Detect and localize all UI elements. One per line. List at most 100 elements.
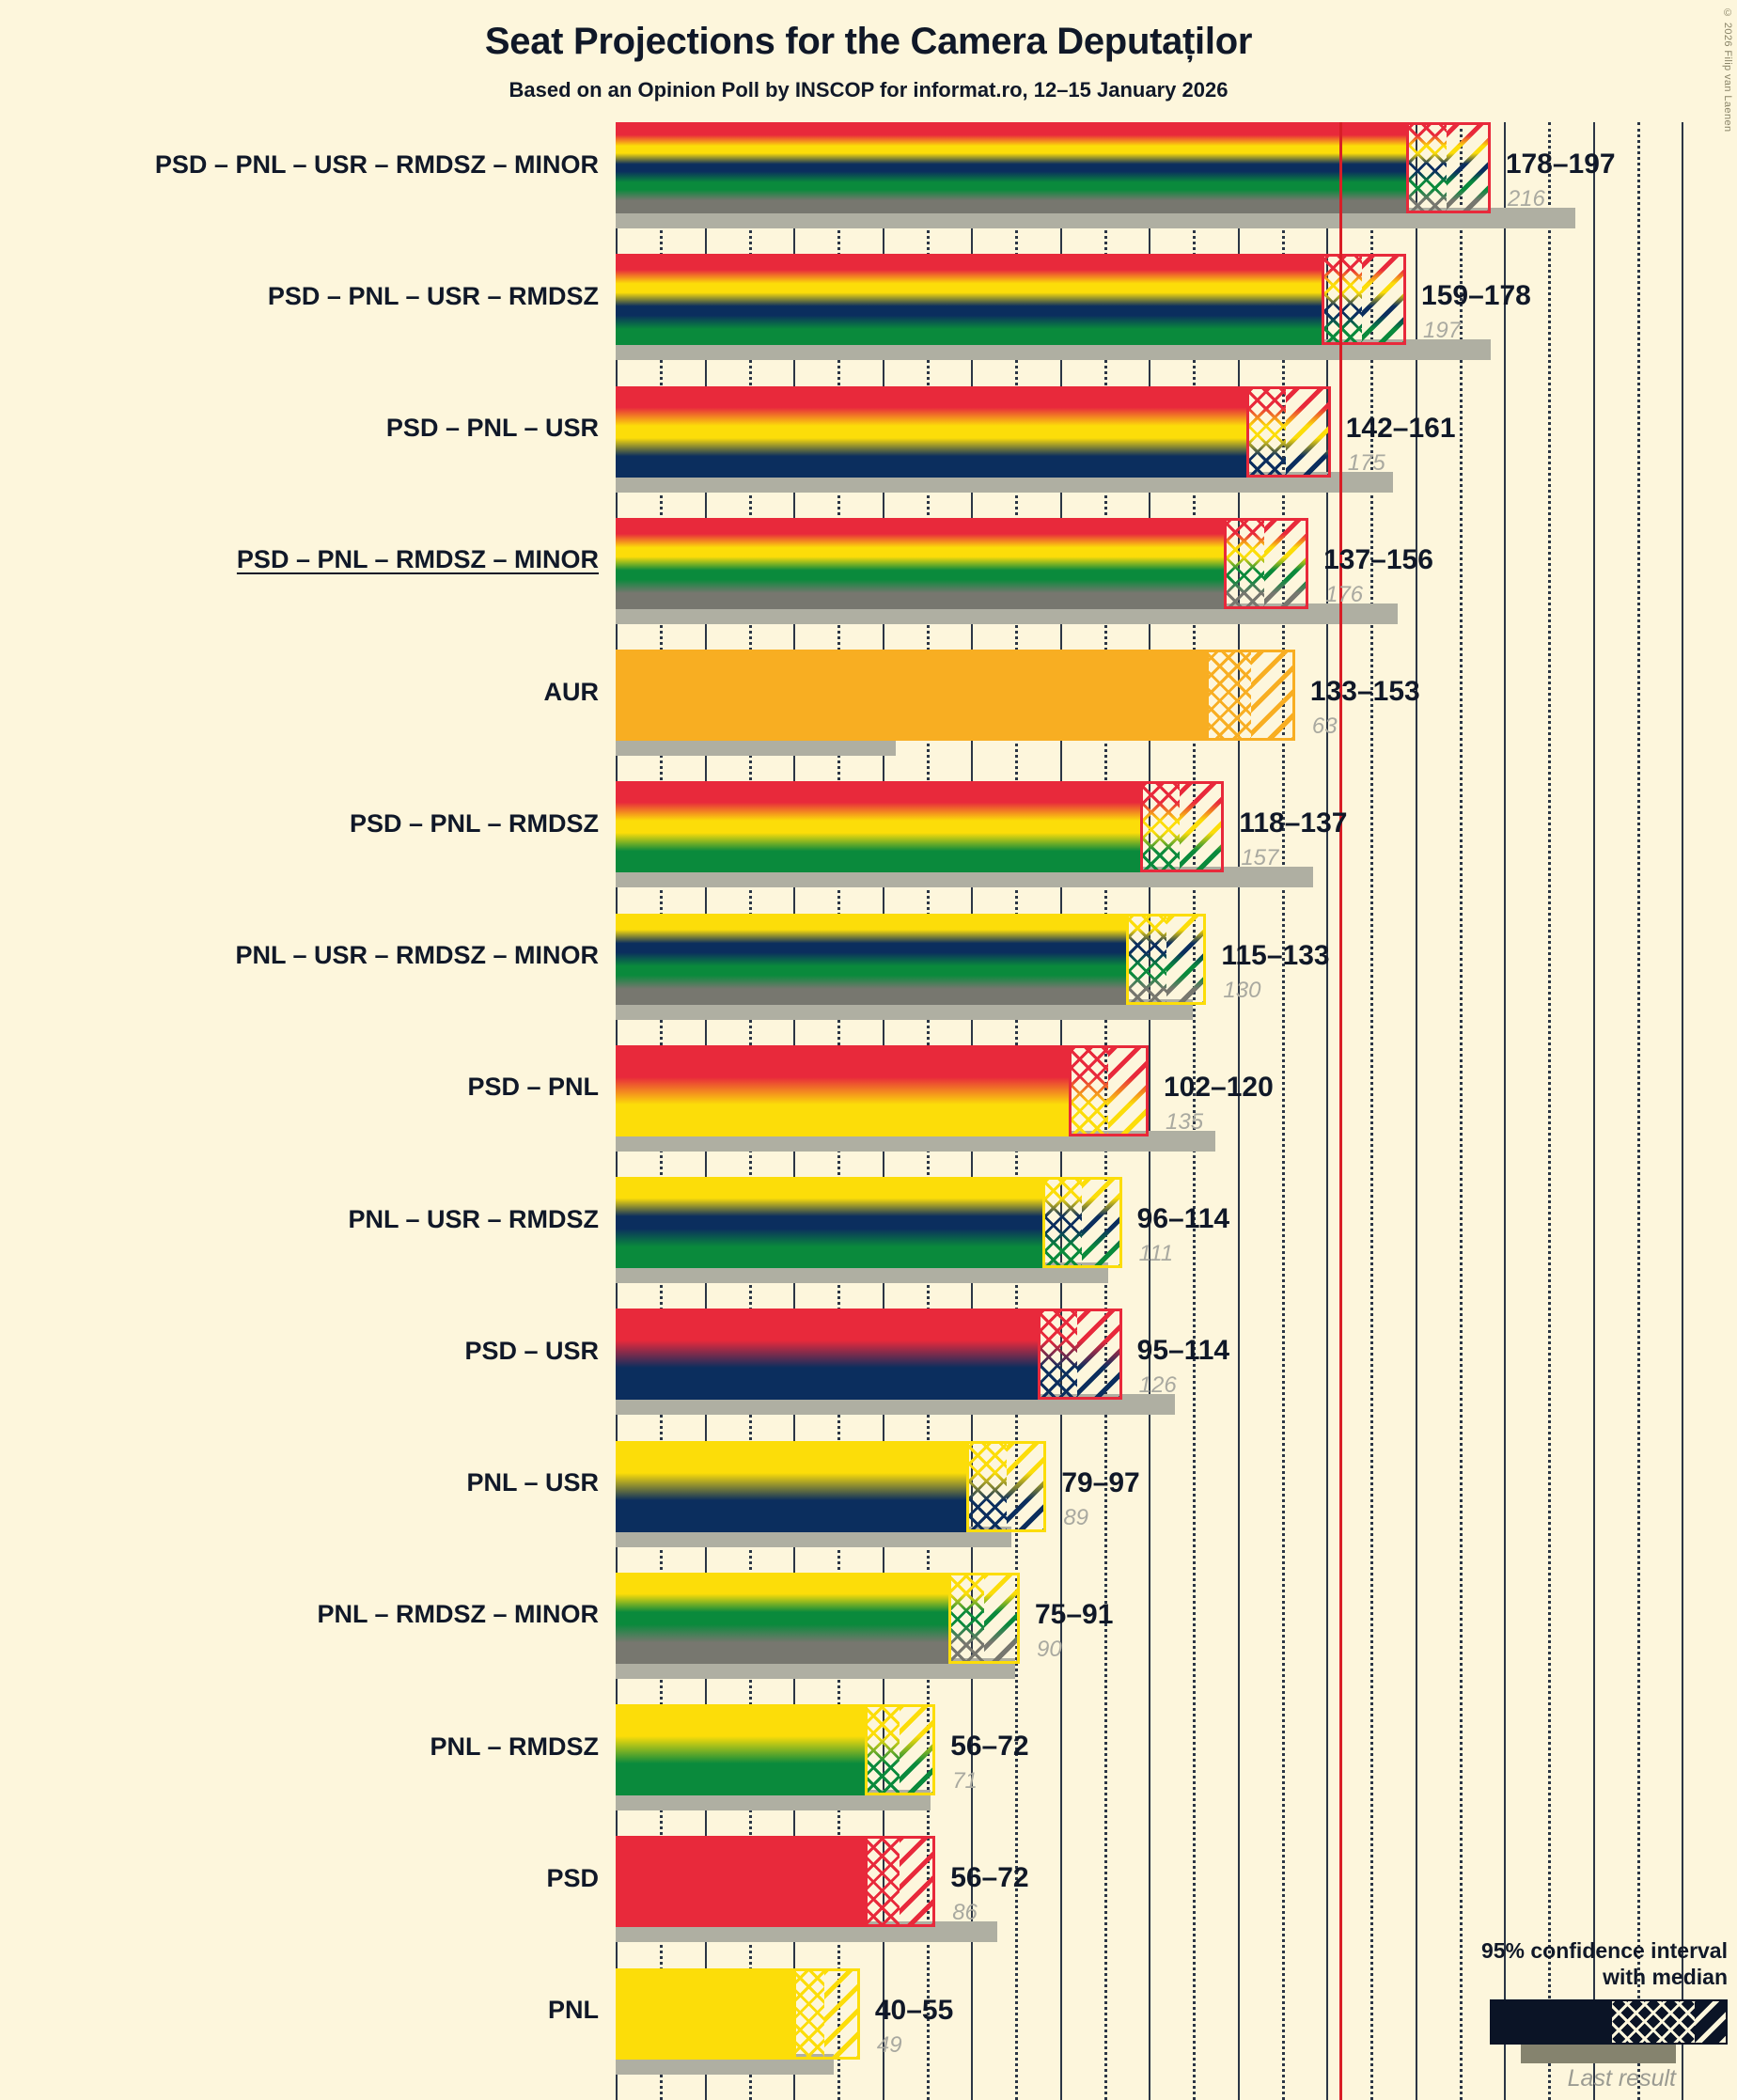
- legend-last-result-label: Last result: [1567, 2065, 1676, 2092]
- row-label: PNL – RMDSZ: [430, 1732, 599, 1761]
- chart-legend: 95% confidence interval with median Last…: [1370, 1937, 1728, 2092]
- projection-bar[interactable]: [616, 650, 1295, 742]
- bar-solid-fill: [616, 781, 1140, 873]
- gridline-140: [1237, 122, 1240, 2100]
- bar-median-crosshatch: [1126, 913, 1166, 1005]
- bar-solid-fill: [616, 1440, 967, 1532]
- range-label: 159–178: [1421, 280, 1531, 312]
- projection-bar[interactable]: [616, 1836, 936, 1928]
- gridline-150: [1281, 122, 1285, 2100]
- bar-upper-diagonal-hatch: [1006, 1440, 1047, 1532]
- range-label: 115–133: [1221, 939, 1330, 971]
- last-result-label: 126: [1138, 1372, 1177, 1399]
- last-result-label: 111: [1138, 1241, 1174, 1267]
- row-label: PSD – PNL – RMDSZ: [349, 808, 599, 838]
- copyright-notice: © 2026 Filip van Laenen: [1722, 8, 1733, 133]
- projection-bar[interactable]: [616, 781, 1225, 873]
- legend-upper-hatch: [1695, 2001, 1726, 2043]
- legend-ci-bar: [1490, 1999, 1728, 2045]
- bar-solid-fill: [616, 1044, 1069, 1136]
- range-label: 96–114: [1136, 1203, 1230, 1235]
- bar-upper-diagonal-hatch: [984, 1572, 1020, 1664]
- projection-bar[interactable]: [616, 122, 1491, 213]
- gridline-170: [1370, 122, 1374, 2100]
- bar-solid-fill: [616, 385, 1246, 478]
- page-title: Seat Projections for the Camera Deputați…: [484, 21, 1253, 62]
- projection-bar[interactable]: [616, 1440, 1047, 1532]
- gridline-130: [1193, 122, 1197, 2100]
- projection-bar[interactable]: [616, 1967, 860, 2060]
- bar-upper-diagonal-hatch: [824, 1967, 860, 2060]
- last-result-label: 176: [1325, 581, 1364, 607]
- chart-subtitle: Based on an Opinion Poll by INSCOP for i…: [509, 78, 1228, 102]
- row-label: PNL – USR: [466, 1468, 599, 1497]
- range-label: 95–114: [1136, 1335, 1230, 1367]
- bar-upper-diagonal-hatch: [1263, 517, 1309, 609]
- projection-bar[interactable]: [616, 254, 1407, 346]
- projection-bar[interactable]: [616, 1309, 1122, 1401]
- row-label: PNL – USR – RMDSZ – MINOR: [235, 941, 599, 970]
- projection-bar[interactable]: [616, 1177, 1122, 1269]
- bar-solid-fill: [616, 650, 1207, 742]
- row-label: PNL – RMDSZ – MINOR: [317, 1600, 599, 1629]
- row-label: PSD: [546, 1863, 599, 1892]
- bar-median-crosshatch: [1406, 122, 1447, 213]
- legend-ci-line1: 95% confidence interval: [1480, 1937, 1728, 1963]
- bar-solid-fill: [616, 1836, 865, 1928]
- bar-solid-fill: [616, 1572, 949, 1664]
- bar-median-crosshatch: [864, 1836, 900, 1928]
- range-label: 40–55: [874, 1994, 954, 2026]
- last-result-label: 71: [952, 1768, 978, 1794]
- bar-upper-diagonal-hatch: [1166, 913, 1207, 1005]
- row-label: PSD – PNL – USR – RMDSZ – MINOR: [154, 149, 599, 179]
- bar-upper-diagonal-hatch: [1108, 1044, 1149, 1136]
- bar-solid-fill: [616, 1177, 1042, 1269]
- range-label: 142–161: [1345, 412, 1456, 444]
- projection-bar[interactable]: [616, 517, 1309, 609]
- row-label: PSD – PNL – RMDSZ – MINOR: [236, 545, 599, 574]
- bar-upper-diagonal-hatch: [1077, 1309, 1122, 1401]
- row-label: PSD – PNL: [467, 1073, 599, 1102]
- last-result-label: 130: [1223, 977, 1261, 1003]
- legend-median-hatch: [1612, 2001, 1695, 2043]
- bar-solid-fill: [616, 913, 1127, 1005]
- bar-upper-diagonal-hatch: [900, 1704, 936, 1796]
- bar-median-crosshatch: [1224, 517, 1264, 609]
- gridline-210: [1548, 122, 1552, 2100]
- projection-bar[interactable]: [616, 1044, 1149, 1136]
- gridline-180: [1415, 122, 1417, 2100]
- bar-upper-diagonal-hatch: [1180, 781, 1225, 873]
- bar-median-crosshatch: [1041, 1177, 1083, 1269]
- bar-solid-fill: [616, 254, 1322, 346]
- last-result-label: 157: [1241, 845, 1279, 871]
- bar-upper-diagonal-hatch: [900, 1836, 936, 1928]
- row-label: PSD – PNL – USR – RMDSZ: [267, 281, 599, 310]
- projection-bar[interactable]: [616, 1704, 936, 1796]
- bar-median-crosshatch: [966, 1440, 1007, 1532]
- range-label: 102–120: [1164, 1071, 1274, 1103]
- last-result-label: 89: [1063, 1504, 1089, 1530]
- projection-bar[interactable]: [616, 385, 1331, 478]
- gridline-200: [1504, 122, 1506, 2100]
- last-result-label: 86: [952, 1900, 978, 1926]
- last-result-label: 216: [1507, 186, 1545, 212]
- majority-threshold-line: [1339, 122, 1343, 2100]
- range-label: 178–197: [1505, 149, 1616, 180]
- legend-ci-line2: with median: [1603, 1964, 1728, 1989]
- range-label: 137–156: [1323, 543, 1433, 575]
- row-label: AUR: [543, 677, 600, 706]
- range-label: 79–97: [1061, 1466, 1140, 1498]
- range-label: 133–153: [1309, 676, 1420, 708]
- bar-median-crosshatch: [864, 1704, 900, 1796]
- last-result-label: 90: [1036, 1636, 1062, 1662]
- bar-median-crosshatch: [1068, 1044, 1109, 1136]
- last-result-label: 49: [876, 2031, 902, 2058]
- gridline-190: [1459, 122, 1463, 2100]
- projection-bar[interactable]: [616, 1572, 1020, 1664]
- range-label: 75–91: [1034, 1598, 1114, 1630]
- projection-bar[interactable]: [616, 913, 1207, 1005]
- bar-solid-fill: [616, 1309, 1038, 1401]
- bar-median-crosshatch: [948, 1572, 985, 1664]
- row-label: PNL: [548, 1996, 599, 2025]
